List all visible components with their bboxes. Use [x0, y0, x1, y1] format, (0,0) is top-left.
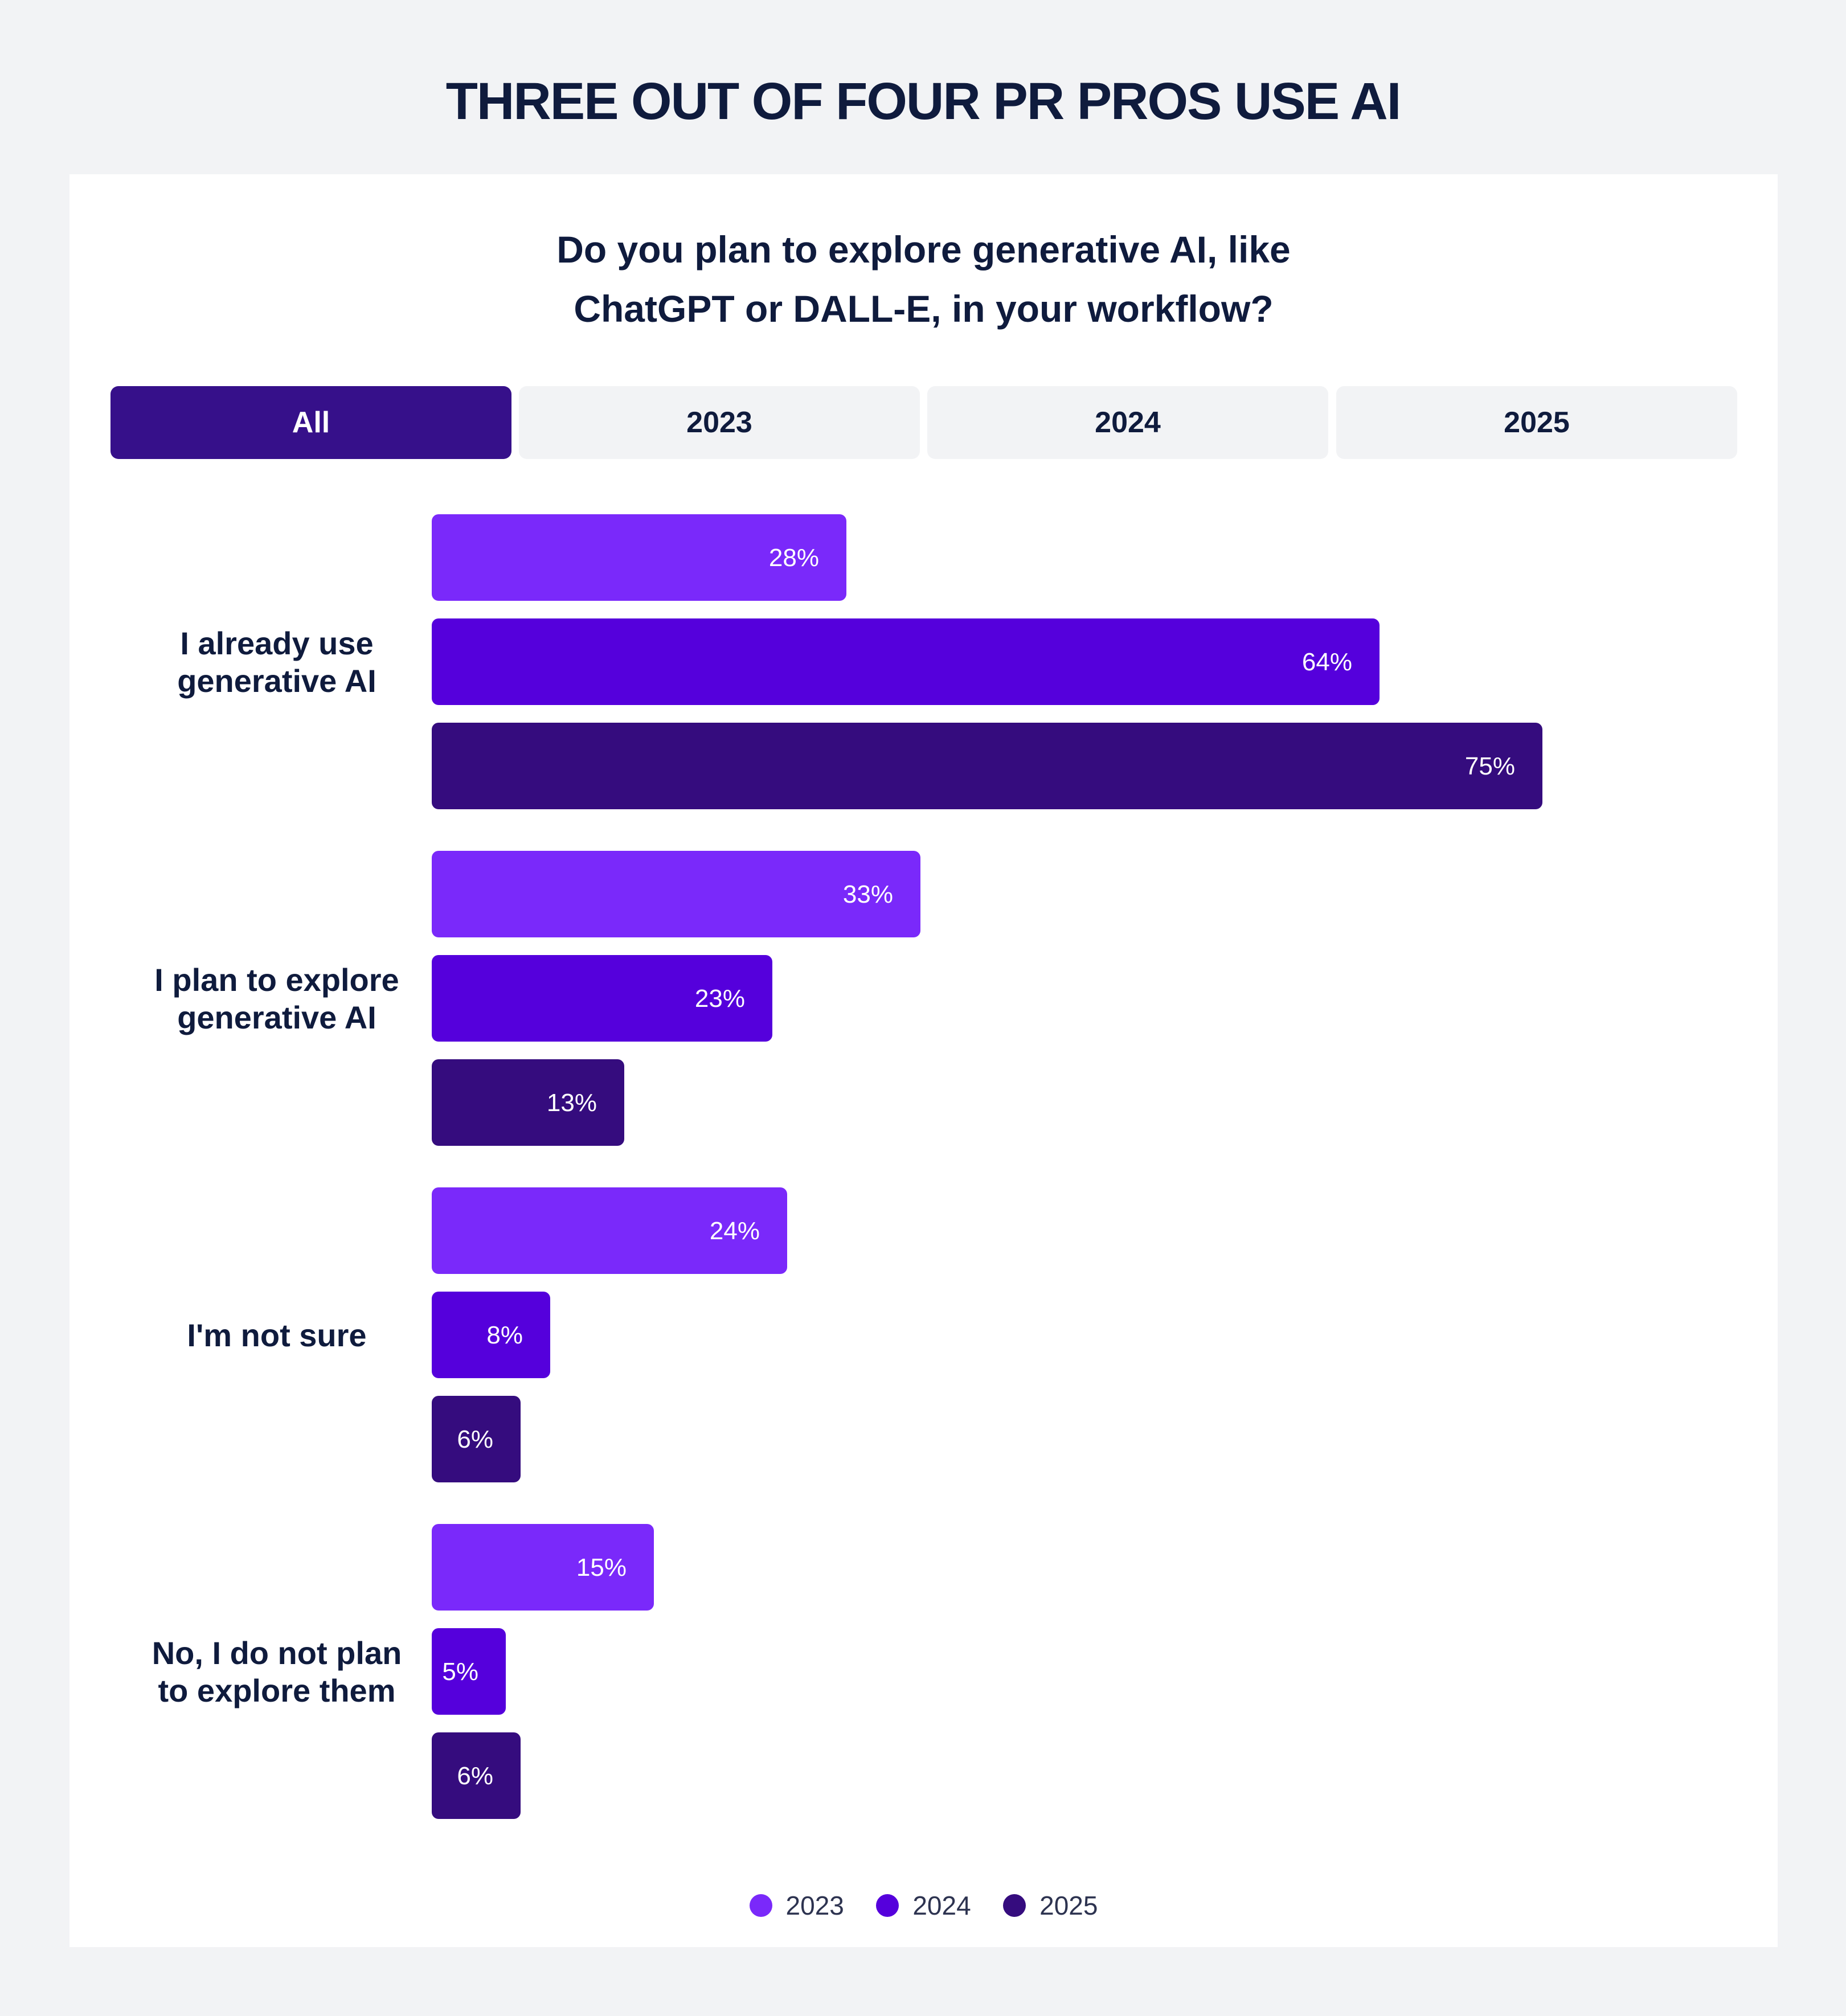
bar-2024-cat-2	[432, 1292, 550, 1378]
category-label-0-line-1: generative AI	[177, 663, 376, 699]
legend-swatch-2025	[1003, 1894, 1026, 1917]
legend-item-2024: 2024	[876, 1883, 971, 1928]
bar-value-label-2025-cat-3: 6%	[457, 1762, 493, 1790]
bar-value-label-2025-cat-2: 6%	[457, 1425, 493, 1453]
bar-2025-cat-0	[432, 723, 1542, 809]
tab-2025[interactable]: 2025	[1336, 386, 1737, 459]
bar-2024-cat-1	[432, 955, 772, 1042]
bar-2023-cat-2	[432, 1187, 787, 1274]
category-label-1-line-0: I plan to explore	[154, 962, 399, 998]
bar-value-label-2024-cat-1: 23%	[695, 985, 745, 1013]
subtitle-line-2: ChatGPT or DALL-E, in your workflow?	[574, 288, 1274, 330]
category-label-1-line-1: generative AI	[177, 999, 376, 1035]
tab-all[interactable]: All	[110, 386, 511, 459]
chart-subtitle: Do you plan to explore generative AI, li…	[69, 220, 1778, 338]
category-label-0-line-0: I already use	[180, 625, 373, 661]
legend-item-2023: 2023	[749, 1883, 844, 1928]
year-filter-tabs: All 2023 2024 2025	[110, 386, 1737, 459]
bar-value-label-2024-cat-2: 8%	[486, 1321, 523, 1349]
legend-label-2023: 2023	[785, 1891, 844, 1920]
bar-2025-cat-1	[432, 1059, 624, 1146]
category-label-3-line-0: No, I do not plan	[152, 1635, 402, 1671]
bar-value-label-2023-cat-0: 28%	[769, 544, 819, 572]
legend-label-2024: 2024	[912, 1891, 971, 1920]
legend-label-2025: 2025	[1039, 1891, 1098, 1920]
bar-value-label-2023-cat-1: 33%	[843, 880, 893, 908]
category-label-3-line-1: to explore them	[158, 1673, 396, 1708]
legend-item-2025: 2025	[1003, 1883, 1098, 1928]
legend-swatch-2023	[749, 1894, 772, 1917]
bar-2023-cat-1	[432, 851, 920, 937]
page-title: THREE OUT OF FOUR PR PROS USE AI	[445, 72, 1402, 130]
category-label-2-line-0: I'm not sure	[187, 1317, 366, 1353]
tab-2023[interactable]: 2023	[519, 386, 920, 459]
legend-swatch-2024	[876, 1894, 899, 1917]
bar-2023-cat-3	[432, 1524, 654, 1611]
bar-value-label-2024-cat-3: 5%	[442, 1658, 478, 1686]
bar-2024-cat-3	[432, 1628, 506, 1715]
bar-2023-cat-0	[432, 514, 846, 601]
tab-2024[interactable]: 2024	[927, 386, 1328, 459]
bar-2025-cat-3	[432, 1732, 521, 1819]
bar-value-label-2023-cat-3: 15%	[576, 1554, 627, 1581]
subtitle-line-1: Do you plan to explore generative AI, li…	[556, 228, 1291, 271]
bar-value-label-2024-cat-0: 64%	[1302, 648, 1352, 676]
chart-legend: 2023 2024 2025	[69, 1883, 1778, 1928]
chart-card: Do you plan to explore generative AI, li…	[69, 174, 1778, 1947]
bar-2024-cat-0	[432, 618, 1380, 705]
bar-value-label-2025-cat-1: 13%	[547, 1089, 597, 1117]
bar-2025-cat-2	[432, 1396, 521, 1482]
bar-value-label-2023-cat-2: 24%	[710, 1217, 760, 1245]
bar-value-label-2025-cat-0: 75%	[1465, 752, 1515, 780]
